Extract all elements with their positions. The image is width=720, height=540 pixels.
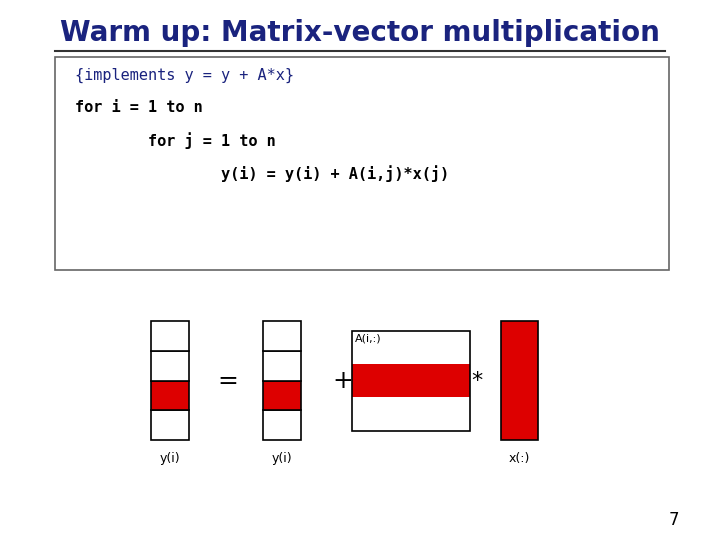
Text: for i = 1 to n: for i = 1 to n (75, 100, 203, 115)
Text: Warm up: Matrix-vector multiplication: Warm up: Matrix-vector multiplication (60, 19, 660, 47)
Text: y(i): y(i) (160, 452, 181, 465)
Text: A(i,:): A(i,:) (355, 333, 382, 343)
Bar (151, 321, 189, 351)
Text: x(:): x(:) (508, 452, 530, 465)
Text: y(i) = y(i) + A(i,j)*x(j): y(i) = y(i) + A(i,j)*x(j) (75, 165, 449, 181)
Bar (151, 410, 189, 440)
Text: {implements y = y + A*x}: {implements y = y + A*x} (75, 68, 294, 83)
Text: *: * (471, 370, 482, 391)
Bar (264, 381, 301, 410)
Text: for j = 1 to n: for j = 1 to n (75, 132, 276, 149)
Text: y(i): y(i) (271, 452, 292, 465)
Bar (351, 364, 470, 397)
Text: 7: 7 (668, 511, 679, 529)
Bar (151, 351, 189, 381)
Bar (55, 57, 669, 270)
Bar (264, 351, 301, 381)
Bar (351, 330, 470, 364)
Bar (264, 410, 301, 440)
Text: +: + (333, 369, 354, 393)
Bar (500, 321, 538, 440)
Text: =: = (217, 369, 238, 393)
Bar (151, 381, 189, 410)
Bar (264, 321, 301, 351)
Bar (351, 330, 470, 431)
Bar (351, 397, 470, 431)
